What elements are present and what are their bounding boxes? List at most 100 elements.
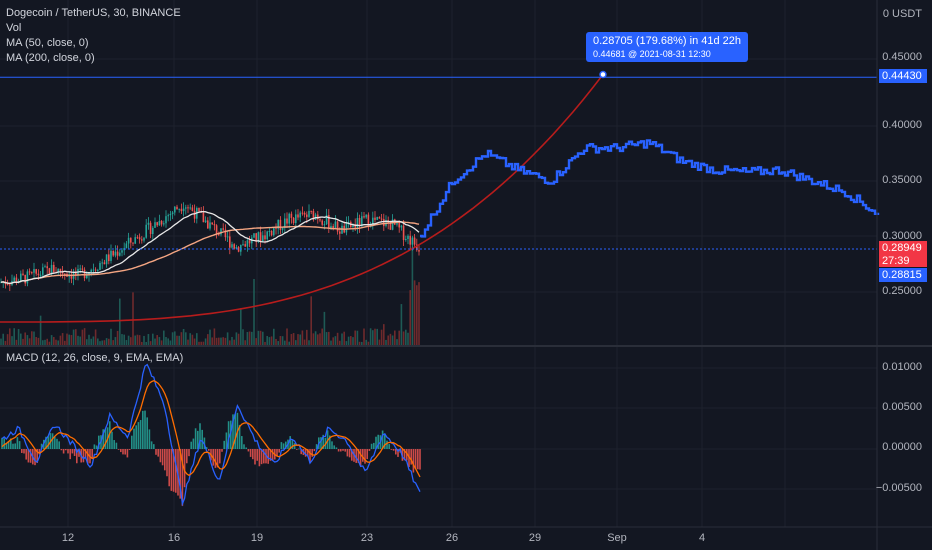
histogram-bar: [3, 438, 5, 449]
volume-bar: [246, 332, 249, 345]
volume-bar: [13, 328, 15, 345]
volume-bar: [284, 340, 286, 345]
candle: [312, 210, 315, 220]
histogram-bar: [344, 449, 346, 452]
candle: [229, 236, 231, 248]
volume-bar: [136, 334, 139, 345]
ma50-legend[interactable]: MA (50, close, 0): [6, 37, 89, 49]
histogram-bar: [348, 449, 351, 458]
histogram-bar: [131, 435, 133, 449]
candle: [86, 275, 88, 279]
volume-bar: [319, 333, 321, 345]
candle: [365, 214, 367, 218]
histogram-bar: [18, 441, 21, 449]
volume-bar: [213, 328, 216, 345]
candle: [180, 208, 183, 212]
candle: [292, 217, 295, 224]
histogram-bar: [87, 449, 89, 464]
volume-bar: [411, 247, 414, 345]
volume-bar: [259, 330, 262, 345]
histogram-bar: [337, 449, 340, 452]
candle: [9, 284, 11, 286]
histogram-bar: [368, 449, 371, 451]
histogram-bar: [148, 429, 151, 449]
volume-bar: [224, 337, 227, 345]
volume-bar: [306, 329, 308, 345]
candle: [59, 268, 62, 273]
volume-bar: [405, 329, 407, 345]
candle: [37, 273, 40, 276]
candle: [178, 208, 180, 210]
volume-bar: [286, 328, 288, 345]
volume-bar: [343, 331, 345, 345]
volume-bar: [180, 332, 183, 345]
volume-bar: [367, 341, 370, 345]
volume-bar: [262, 331, 264, 345]
volume-bar: [374, 328, 376, 345]
volume-bar: [383, 324, 385, 345]
candle: [145, 224, 147, 238]
histogram-bar: [36, 449, 38, 463]
candle: [281, 227, 284, 230]
histogram-bar: [377, 434, 379, 449]
symbol-title[interactable]: Dogecoin / TetherUS, 30, BINANCE: [6, 7, 181, 19]
target-price-tag[interactable]: 0.44430: [879, 69, 927, 83]
volume-bar: [116, 330, 119, 345]
ma200-legend[interactable]: MA (200, close, 0): [6, 52, 95, 64]
last-price-tag[interactable]: 0.28949 27:39: [879, 241, 927, 267]
candle: [409, 235, 411, 245]
histogram-bar: [71, 449, 74, 454]
volume-bar: [191, 334, 194, 345]
volume-bar: [407, 332, 409, 345]
currency-label[interactable]: 0 USDT: [882, 8, 922, 20]
histogram-bar: [82, 449, 85, 463]
candle: [383, 219, 385, 227]
histogram-bar: [414, 449, 417, 469]
histogram-bar: [7, 440, 10, 449]
candle: [231, 244, 233, 248]
candle: [372, 217, 374, 227]
volume-bar: [103, 340, 106, 345]
volume-bars: [0, 247, 420, 345]
candle: [99, 263, 101, 270]
volume-bar: [332, 337, 334, 345]
volume-bar: [356, 330, 359, 345]
volume-bar: [26, 335, 29, 345]
candle: [22, 273, 24, 275]
current-price-tag[interactable]: 0.28815: [879, 268, 927, 282]
volume-bar: [277, 341, 279, 345]
histogram-bar: [322, 434, 324, 449]
histogram-bar: [91, 449, 93, 458]
volume-legend[interactable]: Vol: [6, 22, 22, 34]
histogram-bar: [25, 449, 27, 460]
histogram-bar: [289, 436, 291, 449]
candle: [112, 250, 114, 256]
candle: [213, 224, 216, 226]
histogram-bar: [126, 449, 129, 458]
histogram-bar: [179, 449, 181, 499]
volume-bar: [160, 340, 163, 345]
volume-bar: [132, 292, 134, 345]
candle: [39, 274, 42, 276]
volume-bar: [174, 331, 176, 345]
volume-bar: [266, 335, 268, 345]
candle: [171, 212, 174, 214]
candle: [33, 269, 35, 273]
volume-bar: [314, 331, 317, 345]
candle: [246, 240, 249, 247]
volume-bar: [361, 341, 363, 345]
candle: [167, 215, 169, 217]
volume-bar: [347, 336, 350, 345]
volume-bar: [229, 340, 231, 345]
histogram-bar: [69, 449, 71, 460]
histogram-bar: [329, 435, 331, 449]
histogram-bar: [45, 436, 47, 449]
histogram-bar: [386, 440, 388, 449]
macd-legend[interactable]: MACD (12, 26, close, 9, EMA, EMA): [6, 352, 184, 364]
volume-bar: [211, 337, 213, 345]
volume-bar: [341, 333, 343, 345]
volume-bar: [101, 340, 103, 345]
candle: [332, 226, 334, 230]
volume-bar: [389, 333, 392, 345]
